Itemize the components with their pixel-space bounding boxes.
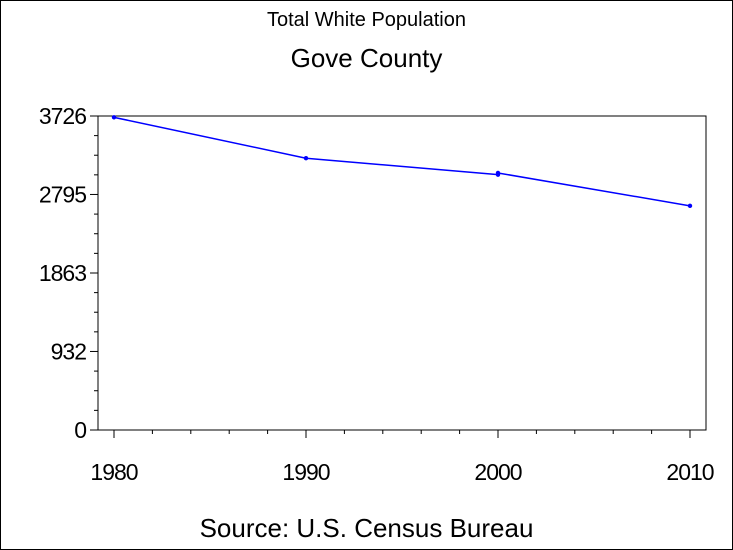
axes: 0 932 1863 2795 3726 1980 1990 2000 2010: [39, 103, 715, 485]
y-tick-label: 1863: [39, 260, 86, 286]
chart-title: Total White Population: [266, 9, 466, 31]
data-point: [687, 203, 693, 209]
x-tick-label: 2000: [474, 459, 521, 485]
series-line: [113, 116, 691, 207]
chart-source-note: Source: U.S. Census Bureau: [199, 513, 534, 543]
x-tick-label: 1990: [282, 459, 329, 485]
y-tick-label: 2795: [39, 181, 86, 207]
x-tick-label: 2010: [666, 459, 713, 485]
data-point: [495, 170, 501, 176]
chart-subtitle: Gove County: [290, 43, 443, 73]
data-point: [303, 156, 309, 161]
x-tick-label: 1980: [90, 459, 137, 485]
plot-area-border: [97, 115, 707, 431]
data-point: [111, 115, 117, 120]
y-tick-label: 0: [74, 417, 86, 443]
data-series: [111, 115, 693, 209]
y-tick-label: 932: [51, 338, 87, 364]
y-tick-label: 3726: [39, 103, 86, 129]
